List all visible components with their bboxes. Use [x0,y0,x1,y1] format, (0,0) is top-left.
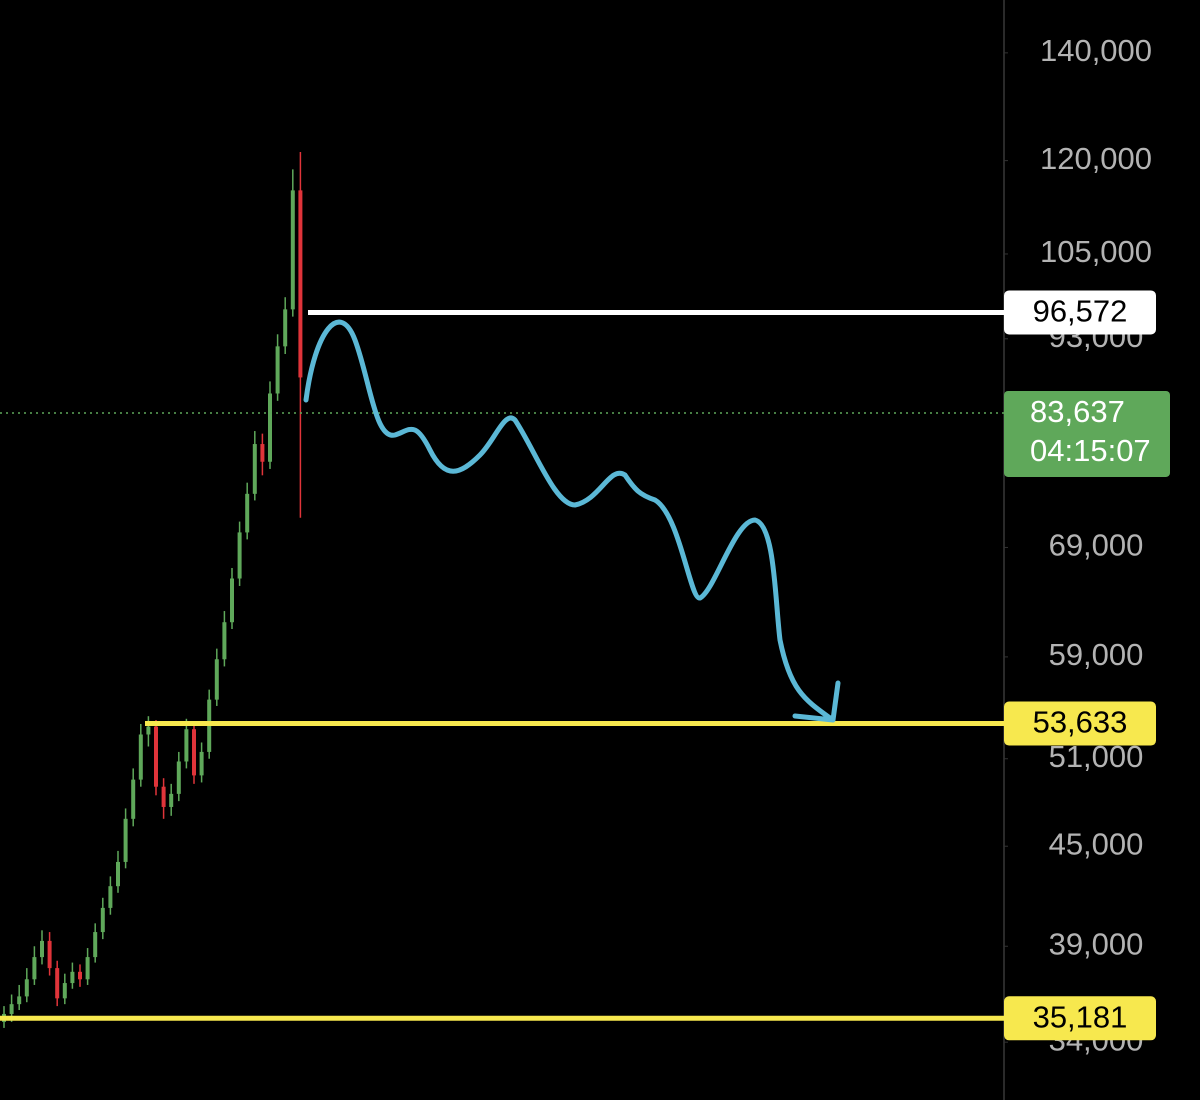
candle-body [192,729,196,776]
candle-body [176,761,181,794]
candle-body [55,968,60,999]
y-tick-label: 59,000 [1049,637,1144,672]
level-label: 35,181 [1033,999,1128,1034]
countdown-label: 04:15:07 [1030,433,1151,468]
candle-body [108,886,113,908]
candle-body [161,786,166,807]
candle-body [40,940,44,958]
candle-body [138,734,143,780]
candle-body [222,622,227,660]
candle-body [268,393,272,462]
level-label: 96,572 [1033,294,1128,329]
candle-body [252,444,257,494]
y-tick-label: 39,000 [1049,926,1144,961]
candle-body [93,932,98,958]
candle-body [230,578,234,623]
y-tick-label: 140,000 [1040,33,1152,68]
candle-body [78,971,82,980]
candle-body [184,729,189,762]
y-tick-label: 45,000 [1049,826,1144,861]
candle-body [131,779,136,819]
y-tick-label: 120,000 [1040,141,1152,176]
candle-body [199,751,204,776]
candle-body [116,861,120,887]
candle-body [245,493,250,533]
candle-body [47,940,52,969]
level-label: 53,633 [1033,705,1128,740]
level-label-box [1004,290,1156,335]
candle-body [214,659,219,700]
candle-body [275,346,280,394]
candle-body [237,532,242,579]
candle-body [32,957,37,980]
candle-body [260,444,265,462]
candle-body [24,979,29,997]
candle-body [298,190,303,378]
candle-body [85,957,90,980]
current-price-box [1004,390,1170,477]
candle-body [290,190,295,310]
candle-body [146,726,151,735]
level-label-box [1004,996,1156,1041]
candle-body [17,996,22,1005]
candle-body [70,971,75,984]
candle-body [62,983,67,999]
candle-body [169,793,174,807]
candle-body [154,726,158,787]
drawn-arrow [303,319,841,723]
candle-body [100,907,105,933]
candle-body [123,818,128,862]
y-tick-label: 105,000 [1040,234,1152,269]
y-tick-label: 69,000 [1049,528,1144,563]
candle-body [283,309,288,347]
candle-body [9,1004,14,1014]
current-price-label: 83,637 [1030,394,1125,429]
level-label-box [1004,701,1156,746]
